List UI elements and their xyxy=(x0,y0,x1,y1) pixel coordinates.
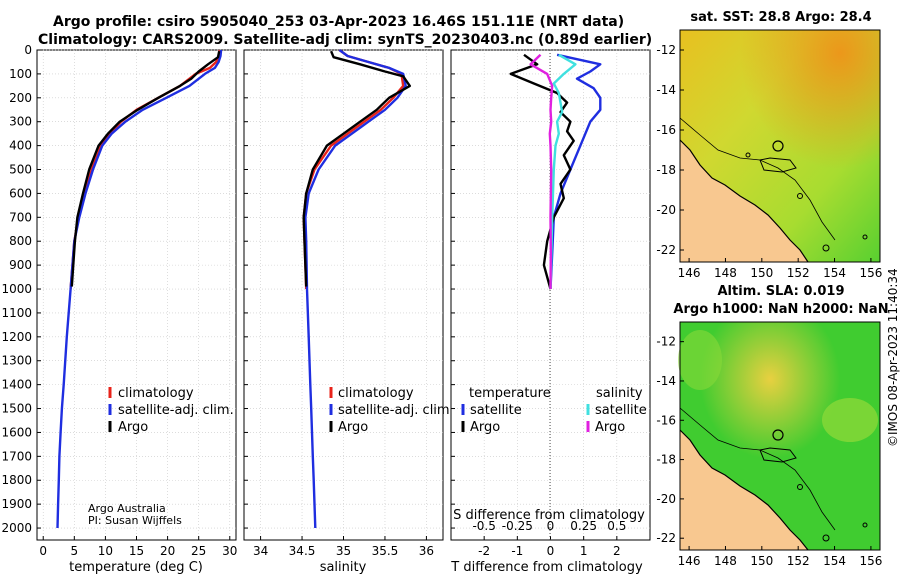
series-argo xyxy=(70,50,221,287)
legend-title-salinity: salinity xyxy=(596,386,643,401)
x-tick-label: 35.5 xyxy=(372,544,399,558)
sla-map-title-1: Altim. SLA: 0.019 xyxy=(717,284,845,299)
x-tick-label: 2 xyxy=(613,544,621,558)
sst-map xyxy=(679,29,881,263)
x2-tick-label: 0 xyxy=(547,519,555,533)
sst-map-title: sat. SST: 28.8 Argo: 28.4 xyxy=(690,10,872,25)
sla-map-title-2: Argo h1000: NaN h2000: NaN xyxy=(673,302,889,317)
series-salinity-argo xyxy=(529,53,554,290)
depth-tick-label: 1800 xyxy=(1,473,32,487)
x-tick-label: 36 xyxy=(419,544,434,558)
x-tick-label: -1 xyxy=(511,544,523,558)
depth-tick-label: 2000 xyxy=(1,521,32,535)
x-tick-label: 34.5 xyxy=(289,544,316,558)
series-salinity-satellite xyxy=(549,53,577,290)
salinity-legend-climatology: climatology xyxy=(338,386,414,401)
x-tick-label: 34 xyxy=(253,544,268,558)
lon-tick-label: 154 xyxy=(823,554,846,568)
lon-tick-label: 148 xyxy=(714,554,737,568)
depth-tick-label: 800 xyxy=(9,234,32,248)
lon-tick-label: 156 xyxy=(859,266,882,280)
lon-tick-label: 154 xyxy=(823,266,846,280)
depth-tick-label: 300 xyxy=(9,115,32,129)
legend-title-temperature: temperature xyxy=(469,386,551,401)
legend-salinity-argo: Argo xyxy=(595,420,625,435)
difference-legend: temperature salinity satellite Argo sate… xyxy=(461,386,647,435)
x-tick-label: 15 xyxy=(129,544,144,558)
temperature-panel: 0 5 10 15 20 25 30 temperature (deg C) climato… xyxy=(36,49,237,575)
imos-timestamp: ©IMOS 08-Apr-2023 11:40:34 xyxy=(886,268,900,447)
lon-tick-label: 150 xyxy=(750,266,773,280)
depth-tick-label: 1900 xyxy=(1,497,32,511)
legend-salinity-satellite: satellite xyxy=(595,403,647,418)
temperature-legend-satellite: satellite-adj. clim. xyxy=(118,403,234,418)
depth-tick-label: 0 xyxy=(24,43,32,57)
depth-tick-label: 1600 xyxy=(1,425,32,439)
x-tick-label: 10 xyxy=(98,544,113,558)
salinity-legend-satellite: satellite-adj. clim. xyxy=(338,403,454,418)
temperature-legend-argo: Argo xyxy=(118,420,148,435)
legend-temperature-satellite: satellite xyxy=(470,403,522,418)
lon-tick-label: 152 xyxy=(787,554,810,568)
lon-tick-label: 146 xyxy=(678,554,701,568)
difference-panel: -2 -1 0 1 2 T difference from climatology S … xyxy=(450,49,651,575)
credit-line-2: PI: Susan Wijffels xyxy=(88,514,182,527)
lon-tick-label: 146 xyxy=(678,266,701,280)
depth-tick-label: 600 xyxy=(9,186,32,200)
s-diff-x-label: S difference from climatology xyxy=(453,508,645,523)
x-tick-label: -2 xyxy=(478,544,490,558)
temperature-legend: climatology satellite-adj. clim. Argo xyxy=(108,386,234,435)
depth-tick-label: 1000 xyxy=(1,282,32,296)
profile-plots: 0 5 10 15 20 25 30 temperature (deg C) climato… xyxy=(1,43,651,575)
lon-tick-label: 148 xyxy=(714,266,737,280)
depth-tick-label: 1700 xyxy=(1,449,32,463)
title-line-2: Climatology: CARS2009. Satellite-adj cli… xyxy=(38,32,653,48)
salinity-legend: climatology satellite-adj. clim. Argo xyxy=(329,386,454,435)
x2-tick-label: 0.5 xyxy=(607,519,626,533)
x-tick-label: 0 xyxy=(39,544,47,558)
salinity-x-label: salinity xyxy=(320,560,367,575)
salinity-panel: 34 34.5 35 35.5 36 salinity climatology sate… xyxy=(243,49,454,575)
x2-tick-label: -0.5 xyxy=(472,519,495,533)
credit-line-1: Argo Australia xyxy=(88,502,166,515)
salinity-legend-argo: Argo xyxy=(338,420,368,435)
depth-tick-label: 400 xyxy=(9,139,32,153)
x-tick-label: 35 xyxy=(336,544,351,558)
x2-tick-label: 0.25 xyxy=(570,519,597,533)
x-tick-label: 30 xyxy=(222,544,237,558)
depth-tick-label: 100 xyxy=(9,67,32,81)
x-tick-label: 20 xyxy=(160,544,175,558)
lon-tick-label: 156 xyxy=(859,554,882,568)
depth-axis: 0 100 200 300 400 500 600 700 800 900 1000 1100 1200… xyxy=(1,43,32,535)
series-satellite-adj-clim xyxy=(304,49,407,529)
depth-tick-label: 900 xyxy=(9,258,32,272)
series-argo xyxy=(302,50,411,287)
x2-tick-label: -0.25 xyxy=(502,519,533,533)
sla-map xyxy=(678,321,881,551)
lon-tick-label: 152 xyxy=(787,266,810,280)
depth-tick-label: 500 xyxy=(9,163,32,177)
x-tick-label: 0 xyxy=(547,544,555,558)
depth-tick-label: 1300 xyxy=(1,354,32,368)
series-satellite-adj-clim xyxy=(56,49,223,529)
depth-tick-label: 1200 xyxy=(1,330,32,344)
x-tick-label: 5 xyxy=(70,544,78,558)
lon-tick-label: 150 xyxy=(750,554,773,568)
depth-tick-label: 700 xyxy=(9,210,32,224)
depth-tick-label: 1500 xyxy=(1,402,32,416)
title-line-1: Argo profile: csiro 5905040_253 03-Apr-2… xyxy=(53,14,625,30)
x-tick-label: 25 xyxy=(191,544,206,558)
legend-temperature-argo: Argo xyxy=(470,420,500,435)
temperature-x-label: temperature (deg C) xyxy=(69,560,203,575)
temperature-legend-climatology: climatology xyxy=(118,386,194,401)
t-diff-x-label: T difference from climatology xyxy=(450,560,643,575)
depth-tick-label: 200 xyxy=(9,91,32,105)
depth-tick-label: 1400 xyxy=(1,378,32,392)
x-tick-label: 1 xyxy=(580,544,588,558)
depth-tick-label: 1100 xyxy=(1,306,32,320)
